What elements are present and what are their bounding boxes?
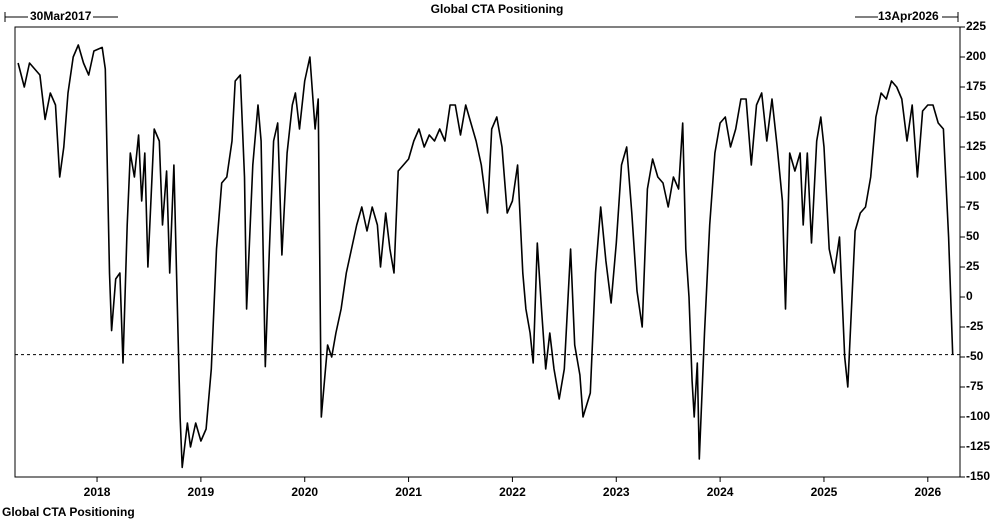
data-line [17,44,954,469]
y-tick-label: 50 [966,229,980,243]
x-tick-label: 2024 [707,485,734,499]
y-tick-label: 225 [966,19,986,33]
x-tick-label: 2019 [188,485,215,499]
x-tick-label: 2023 [603,485,630,499]
y-tick-label: 125 [966,139,986,153]
y-tick-label: -75 [966,379,984,393]
x-tick-label: 2021 [395,485,422,499]
chart-title: Global CTA Positioning [431,2,564,16]
y-tick-label: 100 [966,169,986,183]
y-tick-label: 0 [966,289,973,303]
legend-entry: Global CTA Positioning [2,505,135,519]
y-tick-label: 150 [966,109,986,123]
y-tick-label: 75 [966,199,980,213]
end-date-label: 13Apr2026 [878,9,939,23]
x-tick-label: 2022 [499,485,526,499]
y-tick-label: 25 [966,259,980,273]
x-tick-label: 2025 [811,485,838,499]
x-tick-label: 2020 [291,485,318,499]
x-tick-label: 2026 [914,485,941,499]
y-tick-label: -125 [966,439,990,453]
y-tick-label: 200 [966,49,986,63]
x-tick-label: 2018 [84,485,111,499]
y-tick-label: -25 [966,319,984,333]
start-date-label: 30Mar2017 [30,9,92,23]
y-tick-label: -100 [966,409,990,423]
y-tick-label: 175 [966,79,986,93]
y-tick-label: -50 [966,349,984,363]
y-tick-label: -150 [966,469,990,483]
plot-frame [14,26,961,478]
